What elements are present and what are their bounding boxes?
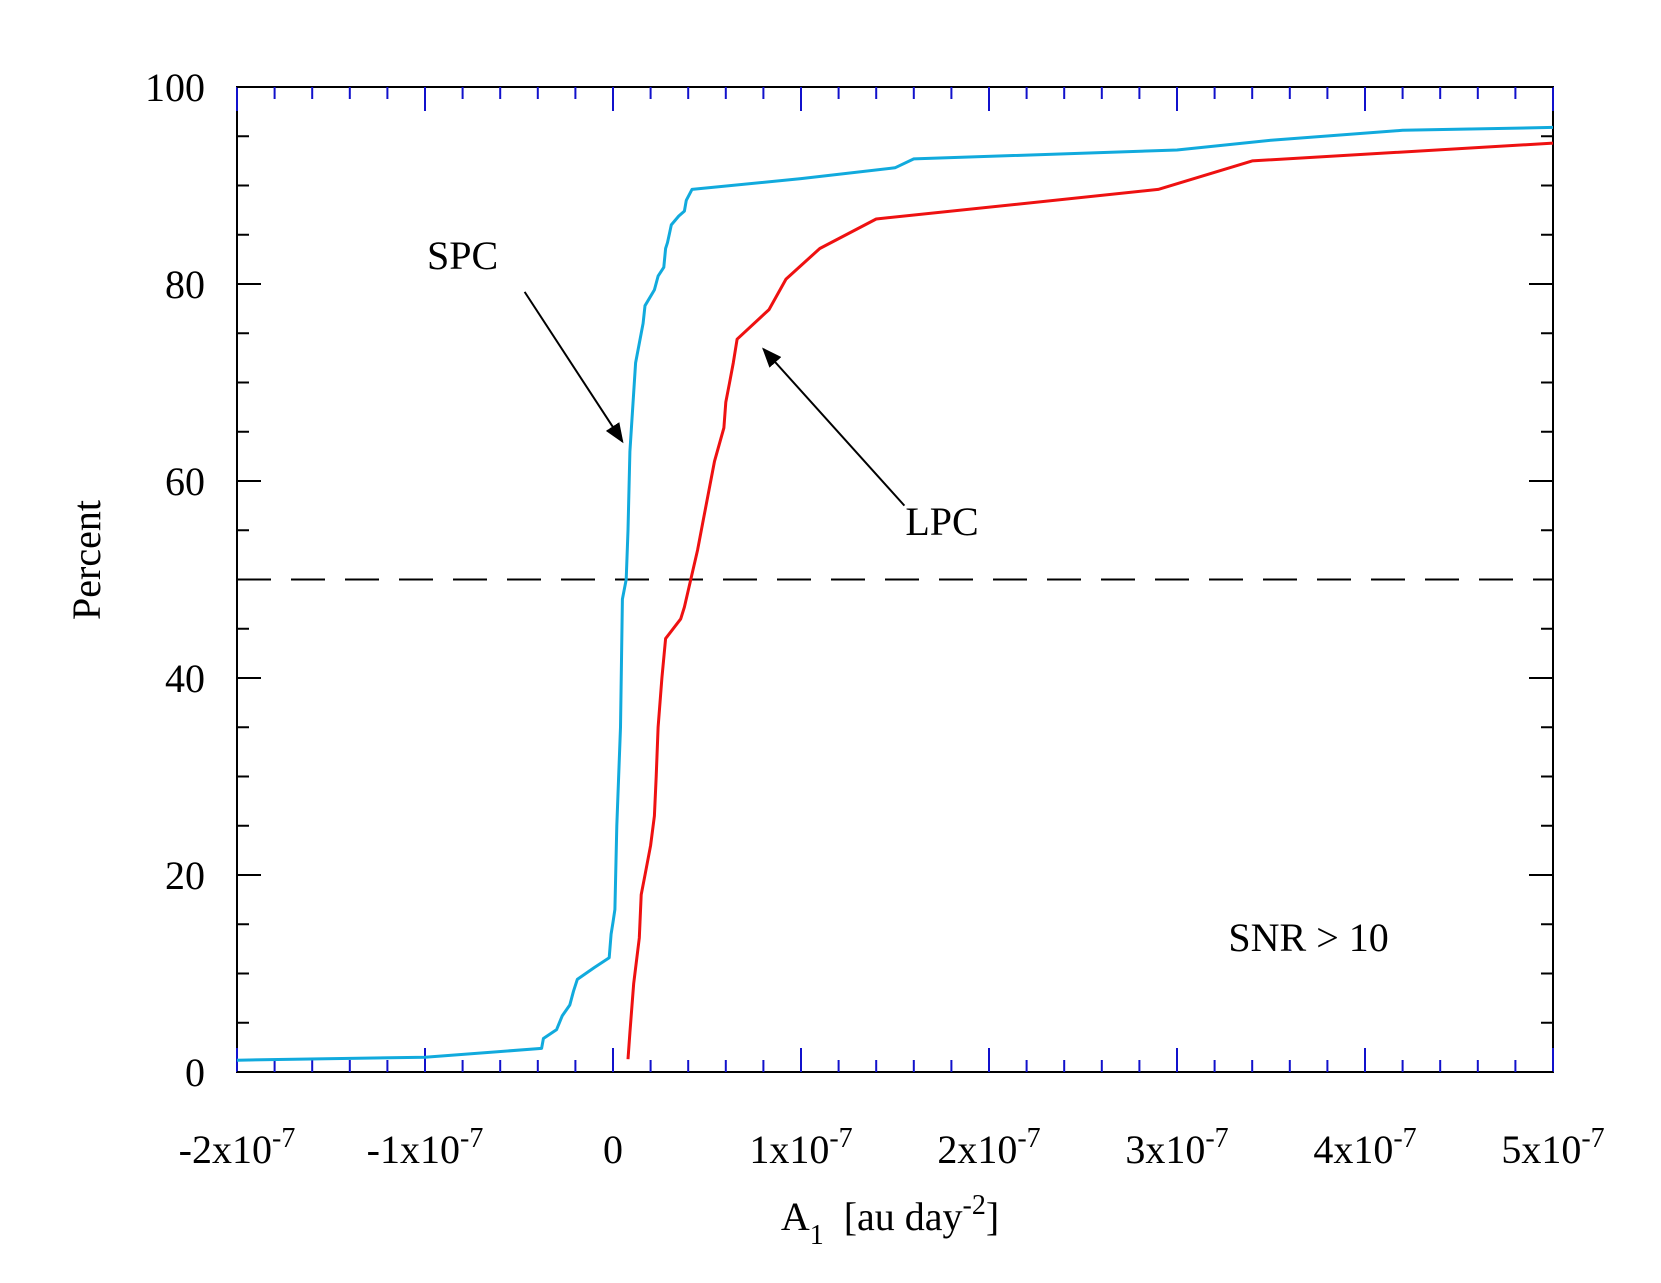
annotation-spc: SPC: [427, 233, 498, 278]
y-tick-label: 20: [165, 853, 205, 898]
x-tick-label: -2x10-7: [179, 1123, 296, 1172]
x-axis-title-base: A: [781, 1194, 810, 1239]
axis-ticks: [236, 86, 1554, 1073]
x-tick-label: 3x10-7: [1125, 1123, 1228, 1172]
x-axis-title-subscript: 1: [810, 1220, 824, 1251]
x-tick-label: 0: [603, 1127, 623, 1172]
x-axis-title: A1 [au day-2]: [781, 1190, 999, 1251]
tick-labels: -2x10-7 -1x10-7 0 1x10-7 2x10-7 3x10-7 4x10-7 5…: [145, 65, 1605, 1172]
y-tick-label: 40: [165, 656, 205, 701]
x-tick-label: 5x10-7: [1501, 1123, 1604, 1172]
y-tick-label: 80: [165, 262, 205, 307]
annotation-snr-10: SNR > 10: [1228, 915, 1388, 960]
y-tick-label: 0: [185, 1050, 205, 1095]
series-line-lpc: [626, 141, 1554, 1060]
x-tick-label: 1x10-7: [749, 1123, 852, 1172]
x-tick-label: 2x10-7: [937, 1123, 1040, 1172]
y-axis-title: Percent: [64, 500, 109, 620]
annotations: SPC LPC SNR > 10: [427, 233, 1389, 960]
x-axis-title-units-close: ]: [986, 1194, 999, 1239]
x-axis-title-superscript: -2: [963, 1190, 986, 1221]
annotation-arrow-lpc: [762, 347, 906, 507]
series-group: [236, 125, 1554, 1062]
annotation-lpc: LPC: [905, 499, 978, 544]
x-tick-label: 4x10-7: [1313, 1123, 1416, 1172]
series-line-spc: [236, 125, 1554, 1062]
x-tick-label: -1x10-7: [367, 1123, 484, 1172]
annotation-arrow-spc: [523, 291, 624, 444]
x-axis-title-units: [au day: [844, 1194, 963, 1239]
y-tick-label: 60: [165, 459, 205, 504]
y-tick-label: 100: [145, 65, 205, 110]
